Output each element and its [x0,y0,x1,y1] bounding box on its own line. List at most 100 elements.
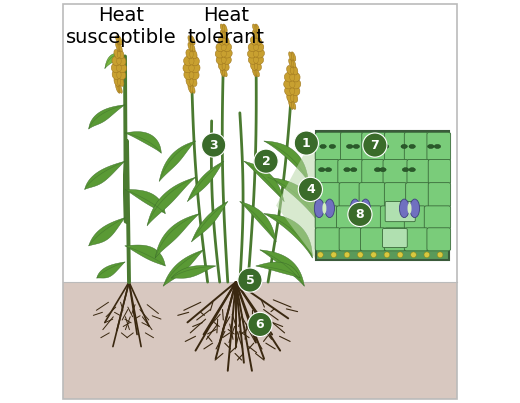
Ellipse shape [186,50,192,59]
FancyBboxPatch shape [383,229,407,247]
Text: Heat
tolerant: Heat tolerant [187,6,264,47]
Text: Heat
susceptible: Heat susceptible [66,6,176,47]
Text: 5: 5 [245,274,254,287]
Ellipse shape [251,62,257,71]
Ellipse shape [118,50,124,59]
Ellipse shape [289,100,293,109]
Ellipse shape [115,84,120,93]
Ellipse shape [254,56,258,63]
Circle shape [357,252,363,258]
Polygon shape [172,266,216,278]
Ellipse shape [329,144,335,148]
Ellipse shape [353,144,359,148]
Ellipse shape [434,144,440,148]
Polygon shape [240,202,276,242]
Ellipse shape [253,30,257,39]
Text: 8: 8 [356,208,364,221]
Polygon shape [89,218,125,246]
Ellipse shape [114,50,120,59]
Ellipse shape [287,93,293,102]
Ellipse shape [190,78,193,85]
Text: 6: 6 [256,318,264,331]
FancyBboxPatch shape [405,132,428,160]
Ellipse shape [350,168,357,172]
Polygon shape [244,161,284,202]
Circle shape [298,177,322,202]
Ellipse shape [255,69,259,77]
Ellipse shape [291,59,296,68]
Polygon shape [97,262,125,278]
Ellipse shape [116,57,121,65]
Ellipse shape [344,168,350,172]
Ellipse shape [253,50,259,57]
Ellipse shape [189,57,194,65]
Ellipse shape [284,73,294,82]
Text: 1: 1 [302,137,311,150]
Ellipse shape [189,64,194,72]
Ellipse shape [190,84,195,93]
Text: 3: 3 [210,139,218,152]
Ellipse shape [190,44,192,51]
Ellipse shape [287,66,293,75]
Ellipse shape [291,66,294,74]
Ellipse shape [346,144,353,148]
FancyBboxPatch shape [427,228,451,251]
Ellipse shape [223,30,227,39]
Ellipse shape [255,69,257,76]
Circle shape [348,202,372,226]
Circle shape [344,252,350,258]
FancyBboxPatch shape [359,183,385,207]
Circle shape [318,252,323,258]
Ellipse shape [118,84,122,93]
Ellipse shape [291,66,298,75]
Ellipse shape [408,203,411,214]
Ellipse shape [189,71,194,79]
Ellipse shape [118,78,121,85]
Ellipse shape [115,36,120,45]
Ellipse shape [118,77,124,86]
Ellipse shape [289,52,293,61]
Ellipse shape [290,80,295,88]
FancyBboxPatch shape [359,206,382,229]
Ellipse shape [361,199,370,218]
Ellipse shape [325,199,334,218]
FancyBboxPatch shape [362,160,384,184]
Ellipse shape [382,144,389,148]
Ellipse shape [112,56,120,66]
FancyBboxPatch shape [336,206,360,229]
Polygon shape [191,202,228,242]
FancyBboxPatch shape [384,132,406,160]
Ellipse shape [255,56,264,64]
Ellipse shape [255,24,259,32]
Ellipse shape [190,63,200,73]
Ellipse shape [223,31,225,38]
Ellipse shape [111,63,120,73]
Ellipse shape [218,37,225,45]
FancyBboxPatch shape [315,228,340,251]
Ellipse shape [190,77,197,86]
FancyBboxPatch shape [380,206,406,229]
Ellipse shape [184,56,193,66]
FancyBboxPatch shape [339,228,361,251]
Ellipse shape [118,36,120,44]
FancyBboxPatch shape [315,132,342,160]
Ellipse shape [291,52,293,60]
Ellipse shape [255,25,257,32]
Ellipse shape [190,43,195,52]
Ellipse shape [291,79,301,89]
FancyBboxPatch shape [424,206,451,229]
Ellipse shape [254,37,258,44]
Ellipse shape [221,44,226,51]
Ellipse shape [319,168,325,172]
Ellipse shape [220,30,225,39]
FancyBboxPatch shape [338,160,363,184]
Circle shape [254,149,278,173]
Text: 2: 2 [262,155,270,168]
Text: 7: 7 [370,139,379,152]
Polygon shape [155,214,200,258]
Ellipse shape [291,86,300,96]
FancyBboxPatch shape [385,202,415,222]
Ellipse shape [112,70,120,79]
Ellipse shape [374,168,381,172]
Ellipse shape [249,56,257,64]
